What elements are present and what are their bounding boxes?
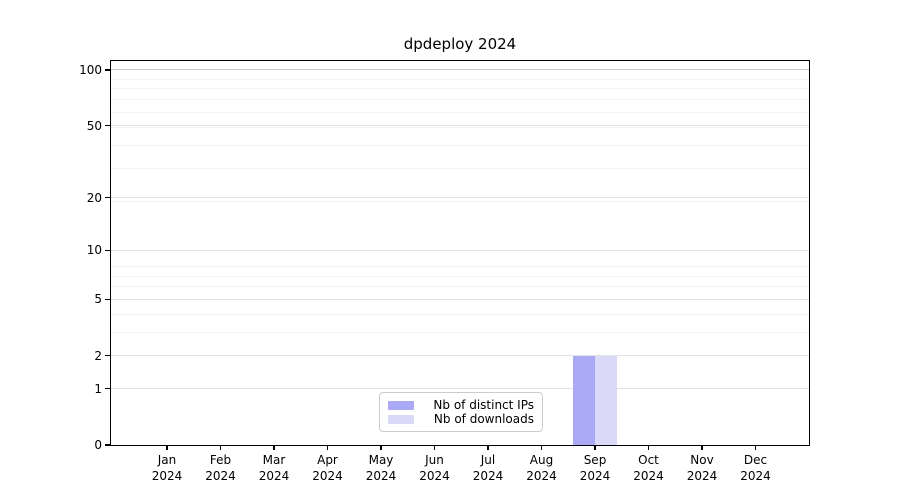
x-tick-label: May 2024 [349, 452, 413, 484]
x-tick-label-month: Mar [262, 453, 286, 467]
y-gridline-major [111, 125, 809, 126]
x-tick-label-month: Apr [317, 453, 338, 467]
x-tick-mark [166, 446, 168, 450]
chart-title: dpdeploy 2024 [403, 35, 517, 53]
x-tick-label: Sep 2024 [563, 452, 627, 484]
y-tick-mark [105, 298, 110, 300]
x-tick-label-month: Jan [157, 453, 177, 467]
x-tick-mark [647, 446, 650, 450]
x-tick-label-year: 2024 [579, 469, 611, 483]
y-gridline-major [111, 298, 809, 300]
bar-distinct-ips [573, 355, 595, 445]
x-tick-label-month: May [368, 453, 394, 467]
legend-swatch-distinct-ips [388, 400, 414, 410]
plot-area: Nb of distinct IPs Nb of downloads 0 1 2 5 1… [79, 60, 810, 483]
y-gridline-minor [111, 126, 809, 128]
legend: Nb of distinct IPs Nb of downloads [379, 392, 543, 432]
x-tick-label-year: 2024 [419, 469, 450, 483]
x-tick-label-year: 2024 [151, 469, 183, 483]
x-tick-label-year: 2024 [205, 469, 236, 483]
y-gridline-major [111, 197, 809, 199]
x-tick-label-month: Nov [690, 453, 714, 467]
x-tick-label-year: 2024 [472, 469, 504, 483]
x-tick-label-month: Sep [583, 453, 607, 467]
x-tick-mark [273, 446, 275, 450]
x-tick-mark [701, 446, 703, 450]
x-tick-label: Apr 2024 [296, 452, 360, 484]
x-tick-label-year: 2024 [312, 469, 343, 483]
x-tick-label-month: Jul [480, 453, 496, 467]
x-tick-label: Jul 2024 [456, 452, 520, 484]
y-gridline-minor [111, 275, 809, 277]
x-tick-label-year: 2024 [686, 469, 718, 483]
y-tick-label: 100 [79, 62, 102, 77]
y-tick-label: 0 [94, 438, 102, 452]
y-gridline-major [111, 249, 809, 251]
y-tick-mark [105, 124, 110, 127]
x-tick-mark [540, 446, 543, 450]
x-tick-label-year: 2024 [526, 469, 557, 483]
y-tick-label: 10 [86, 243, 102, 258]
x-tick-label-month: Feb [209, 453, 232, 467]
x-tick-label: Oct 2024 [617, 452, 681, 484]
bar-downloads [595, 355, 617, 445]
x-tick-mark [219, 446, 222, 450]
x-tick-mark [326, 446, 329, 450]
y-gridline-minor [111, 265, 809, 267]
x-tick-label-year: 2024 [740, 469, 771, 483]
y-gridline-minor [111, 144, 809, 146]
y-gridline-minor [111, 313, 809, 315]
y-gridline-minor [111, 168, 809, 170]
y-tick-label: 50 [86, 118, 102, 133]
y-gridline-minor [111, 331, 809, 333]
x-tick-mark [487, 446, 489, 450]
x-tick-label: Jan 2024 [135, 452, 199, 484]
y-gridline-minor [111, 99, 809, 101]
y-gridline-minor [111, 111, 809, 113]
x-tick-label: Mar 2024 [242, 452, 306, 484]
legend-item-distinct-ips: Nb of distinct IPs [388, 398, 534, 412]
y-gridline-minor [111, 286, 809, 288]
y-gridline-minor [111, 88, 809, 90]
legend-label: Nb of downloads [433, 412, 534, 426]
legend-item-downloads: Nb of downloads [388, 412, 534, 426]
y-gridline-major [111, 69, 809, 71]
y-gridline-major [111, 388, 809, 390]
y-tick-mark [105, 355, 110, 357]
y-tick-label: 2 [94, 348, 102, 363]
y-tick-mark [105, 444, 110, 446]
x-tick-label: Dec 2024 [724, 452, 788, 484]
y-tick-label: 1 [94, 381, 102, 396]
x-tick-label-year: 2024 [365, 469, 397, 483]
x-tick-label-month: Dec [743, 453, 768, 467]
y-gridline-major [111, 355, 809, 357]
x-tick-label: Nov 2024 [670, 452, 734, 484]
y-gridline-minor [111, 201, 809, 203]
y-gridline-minor [111, 78, 809, 80]
y-tick-label: 5 [94, 292, 102, 307]
x-tick-mark [754, 446, 757, 450]
x-tick-mark [433, 446, 436, 450]
x-tick-label-year: 2024 [633, 469, 664, 483]
legend-swatch-downloads [388, 414, 414, 424]
y-tick-mark [105, 249, 110, 251]
x-tick-label-month: Aug [529, 453, 554, 467]
y-tick-label: 20 [86, 190, 102, 205]
legend-label: Nb of distinct IPs [433, 398, 534, 412]
x-tick-label: Jun 2024 [403, 452, 467, 484]
y-tick-mark [105, 197, 110, 199]
x-tick-label-month: Oct [638, 453, 659, 467]
x-tick-label-year: 2024 [258, 469, 290, 483]
x-tick-label-month: Jun [425, 453, 444, 467]
x-tick-mark [594, 446, 596, 450]
y-tick-mark [105, 388, 110, 390]
y-tick-mark [105, 69, 110, 71]
x-tick-label: Feb 2024 [189, 452, 253, 484]
x-tick-mark [380, 446, 382, 450]
x-tick-label: Aug 2024 [510, 452, 574, 484]
